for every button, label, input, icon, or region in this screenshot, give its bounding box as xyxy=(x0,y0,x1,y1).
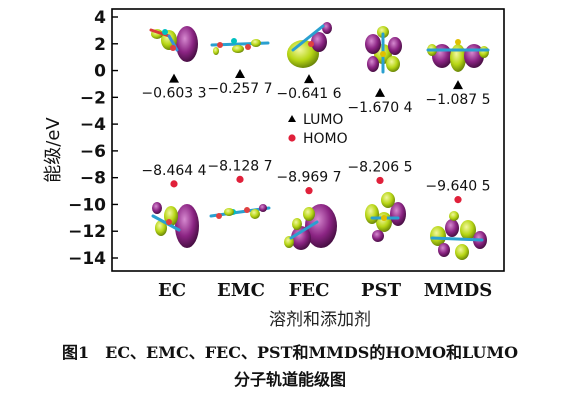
orbital-pst-homo xyxy=(365,192,406,242)
legend-homo-marker xyxy=(288,134,296,142)
legend-homo-label: HOMO xyxy=(303,131,348,147)
y-tick-label: 4 xyxy=(94,8,106,28)
lumo-marker xyxy=(235,69,245,79)
lumo-value-label: −1.087 5 xyxy=(425,92,490,108)
orbital-mmds-lumo xyxy=(426,39,490,72)
orbital-fec-homo xyxy=(284,204,337,250)
homo-value-label: −9.640 5 xyxy=(425,179,490,195)
y-tick-label: −4 xyxy=(80,115,106,135)
figure-caption-line1: 图1 EC、EMC、FEC、PST和MMDS的HOMO和LUMO xyxy=(61,343,519,362)
category-label: EMC xyxy=(217,280,265,301)
homo-marker xyxy=(376,176,384,185)
homo-value-label: −8.128 7 xyxy=(207,158,272,174)
lumo-value-label: −0.257 7 xyxy=(207,81,272,97)
homo-marker xyxy=(454,196,462,204)
y-tick-label: −10 xyxy=(68,195,106,215)
y-tick-label: −8 xyxy=(80,169,106,189)
legend-lumo-label: LUMO xyxy=(303,112,343,128)
orbital-pst-lumo xyxy=(365,26,402,74)
orbital-ec-lumo xyxy=(149,26,198,62)
homo-marker xyxy=(170,180,178,188)
lumo-marker xyxy=(375,87,385,97)
lumo-marker xyxy=(304,74,314,84)
homo-marker xyxy=(305,187,313,195)
y-tick-label: 2 xyxy=(94,35,106,55)
legend-lumo-marker xyxy=(288,115,296,122)
lumo-value-label: −0.603 3 xyxy=(141,86,206,102)
y-tick-label: −14 xyxy=(68,249,106,269)
y-tick-label: −2 xyxy=(80,88,106,108)
y-tick-label: −12 xyxy=(68,222,106,242)
homo-marker xyxy=(236,175,244,183)
homo-value-label: −8.464 4 xyxy=(141,163,206,179)
category-label: FEC xyxy=(289,280,330,301)
y-tick-label: 0 xyxy=(94,62,106,82)
homo-value-label: −8.969 7 xyxy=(276,170,341,186)
category-label: MMDS xyxy=(424,280,492,301)
figure-caption-line2: 分子轨道能级图 xyxy=(233,370,346,389)
orbital-emc-homo xyxy=(209,204,271,219)
orbital-ec-homo xyxy=(151,202,199,248)
lumo-marker xyxy=(169,73,179,83)
lumo-value-label: −0.641 6 xyxy=(276,86,341,102)
lumo-value-label: −1.670 4 xyxy=(347,100,412,116)
orbital-mmds-homo xyxy=(430,211,487,260)
y-axis-label: 能级/eV xyxy=(43,117,64,183)
homo-value-label: −8.206 5 xyxy=(347,159,412,175)
category-label: EC xyxy=(158,280,186,301)
lumo-marker xyxy=(453,80,463,90)
category-label: PST xyxy=(361,280,402,301)
y-tick-label: −6 xyxy=(80,142,106,162)
orbital-fec-lumo xyxy=(287,22,332,68)
x-axis-label: 溶剂和添加剂 xyxy=(269,310,371,330)
orbital-emc-lumo xyxy=(210,38,270,55)
